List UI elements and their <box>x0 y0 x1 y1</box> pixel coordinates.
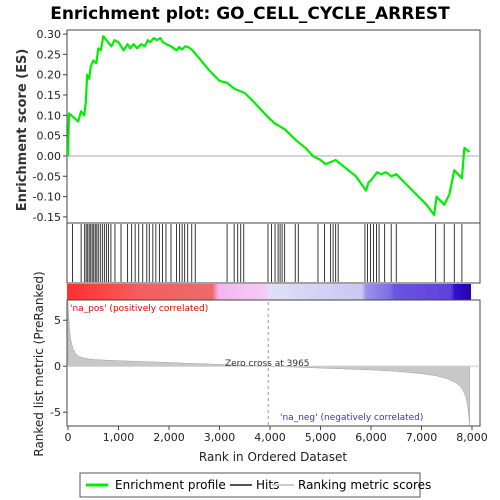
legend-label-enrichment: Enrichment profile <box>115 478 226 492</box>
ranked-metric-panel: Zero cross at 3965 'na_pos' (positively … <box>32 271 488 464</box>
chart-title: Enrichment plot: GO_CELL_CYCLE_ARREST <box>50 4 450 24</box>
enrichment-profile-line <box>66 34 471 216</box>
legend: Enrichment profile Hits Ranking metric s… <box>79 472 431 498</box>
ranked-xtick-label: 2,000 <box>153 431 185 444</box>
ranked-ytick-label: 0 <box>54 360 61 373</box>
es-ytick-label: 0.15 <box>37 89 62 102</box>
ranked-xtick-label: 8,000 <box>456 431 488 444</box>
es-ytick-label: 0.05 <box>37 130 62 143</box>
ranked-xtick-label: 7,000 <box>406 431 438 444</box>
ranked-ytick-label: 5 <box>54 314 61 327</box>
pos-correlated-label: 'na_pos' (positively correlated) <box>70 304 208 314</box>
es-ytick-label: -0.05 <box>33 170 61 183</box>
legend-label-hits: Hits <box>256 478 279 492</box>
ranked-ytick-label: -5 <box>50 406 61 419</box>
ranked-ylabel: Ranked list metric (PreRanked) <box>32 271 46 456</box>
es-ytick-label: 0.10 <box>37 109 62 122</box>
es-ytick-label: -0.15 <box>33 211 61 224</box>
es-ytick-label: 0.20 <box>37 69 62 82</box>
zero-cross-label: Zero cross at 3965 <box>225 359 310 369</box>
es-panel-frame <box>66 29 481 224</box>
ranked-xtick-label: 4,000 <box>254 431 286 444</box>
es-ytick-label: 0.00 <box>37 150 62 163</box>
ranked-xtick-label: 5,000 <box>305 431 337 444</box>
es-ytick-label: 0.30 <box>37 28 62 41</box>
hits-panel-frame <box>66 222 481 284</box>
es-panel: -0.15 -0.10 -0.05 0.00 0.05 0.10 0.15 0.20 0.25 0… <box>15 28 481 224</box>
ranked-xtick-label: 0 <box>65 431 72 444</box>
rank-gradient-bar <box>67 284 471 300</box>
ranked-xtick-label: 6,000 <box>355 431 387 444</box>
hits-panel <box>66 222 481 284</box>
ranked-xtick-label: 1,000 <box>103 431 135 444</box>
ranked-xlabel: Rank in Ordered Dataset <box>199 450 347 464</box>
legend-label-ranking: Ranking metric scores <box>298 478 431 492</box>
es-ytick-label: 0.25 <box>37 48 62 61</box>
ranked-xtick-label: 3,000 <box>204 431 236 444</box>
es-ylabel: Enrichment score (ES) <box>15 49 30 212</box>
es-ytick-label: -0.10 <box>33 191 61 204</box>
neg-correlated-label: 'na_neg' (negatively correlated) <box>280 413 423 423</box>
